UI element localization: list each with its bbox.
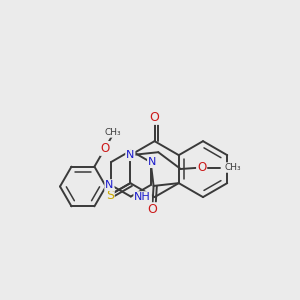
Text: N: N <box>126 150 134 160</box>
Text: N: N <box>148 157 156 167</box>
Text: CH₃: CH₃ <box>105 128 122 137</box>
Text: O: O <box>197 161 206 174</box>
Text: CH₃: CH₃ <box>224 163 241 172</box>
Text: O: O <box>100 142 110 155</box>
Text: NH: NH <box>134 192 151 202</box>
Text: N: N <box>105 180 114 190</box>
Text: S: S <box>106 188 114 202</box>
Text: O: O <box>150 111 160 124</box>
Text: O: O <box>147 203 157 216</box>
